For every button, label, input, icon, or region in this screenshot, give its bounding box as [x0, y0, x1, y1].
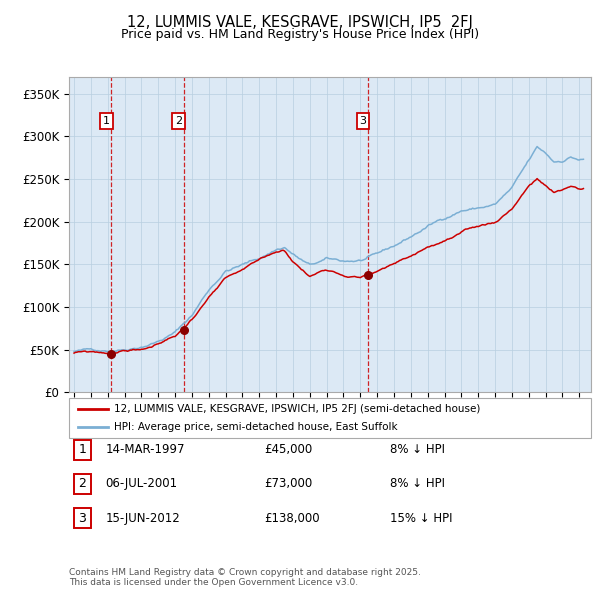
- Text: Price paid vs. HM Land Registry's House Price Index (HPI): Price paid vs. HM Land Registry's House …: [121, 28, 479, 41]
- Text: 8% ↓ HPI: 8% ↓ HPI: [390, 443, 445, 456]
- Text: 15-JUN-2012: 15-JUN-2012: [106, 512, 181, 525]
- Text: 12, LUMMIS VALE, KESGRAVE, IPSWICH, IP5  2FJ: 12, LUMMIS VALE, KESGRAVE, IPSWICH, IP5 …: [127, 15, 473, 30]
- Text: 06-JUL-2001: 06-JUL-2001: [106, 477, 178, 490]
- Text: 3: 3: [359, 116, 367, 126]
- Text: £45,000: £45,000: [264, 443, 312, 456]
- Text: 14-MAR-1997: 14-MAR-1997: [106, 443, 185, 456]
- Text: 12, LUMMIS VALE, KESGRAVE, IPSWICH, IP5 2FJ (semi-detached house): 12, LUMMIS VALE, KESGRAVE, IPSWICH, IP5 …: [114, 404, 481, 414]
- Text: 2: 2: [78, 477, 86, 490]
- Text: HPI: Average price, semi-detached house, East Suffolk: HPI: Average price, semi-detached house,…: [114, 421, 398, 431]
- Text: £138,000: £138,000: [264, 512, 320, 525]
- Text: 1: 1: [78, 443, 86, 456]
- Text: 1: 1: [103, 116, 110, 126]
- Text: 2: 2: [175, 116, 182, 126]
- Text: 3: 3: [78, 512, 86, 525]
- Text: Contains HM Land Registry data © Crown copyright and database right 2025.
This d: Contains HM Land Registry data © Crown c…: [69, 568, 421, 587]
- Text: £73,000: £73,000: [264, 477, 312, 490]
- Text: 15% ↓ HPI: 15% ↓ HPI: [390, 512, 452, 525]
- Text: 8% ↓ HPI: 8% ↓ HPI: [390, 477, 445, 490]
